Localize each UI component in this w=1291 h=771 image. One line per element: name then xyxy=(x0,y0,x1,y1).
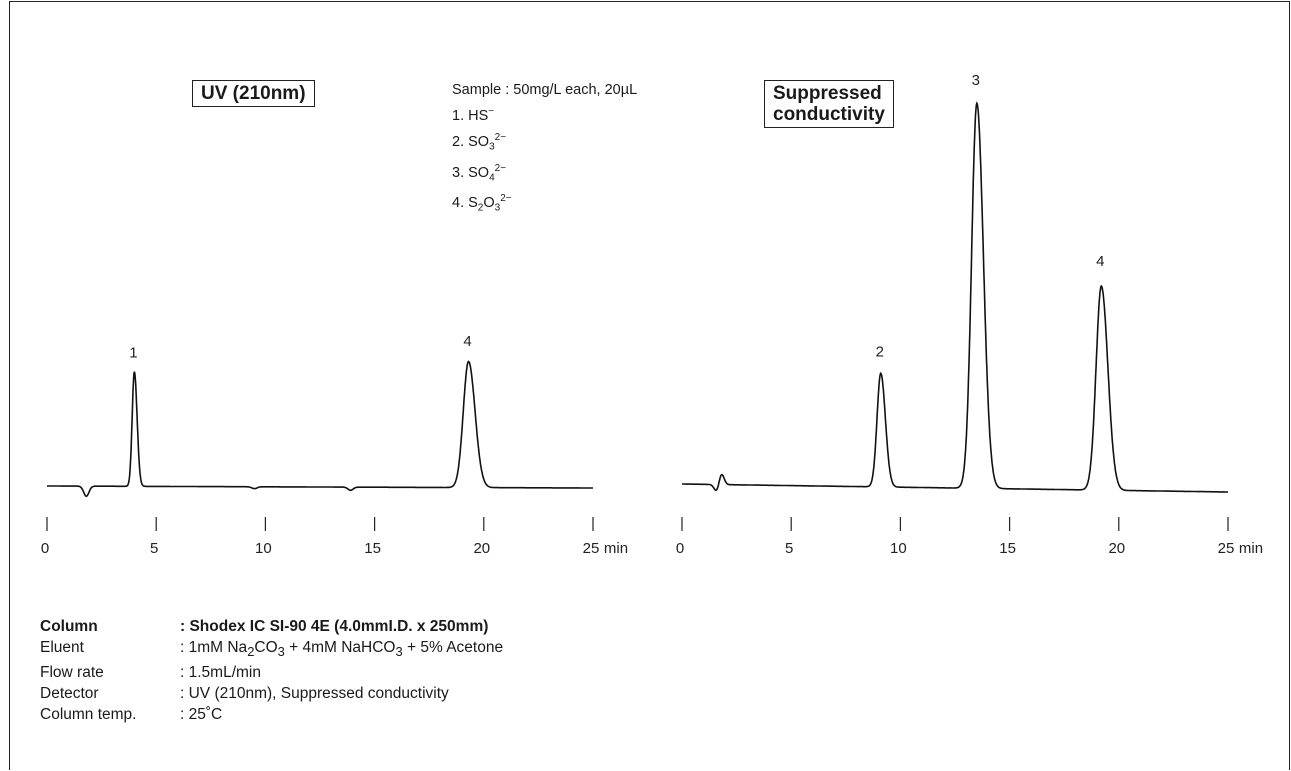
sample-header: Sample : 50mg/L each, 20µL xyxy=(452,82,638,98)
x-tick-label: 0 xyxy=(676,540,684,557)
condition-key: Column temp. xyxy=(40,706,137,724)
x-tick-label: 10 xyxy=(890,540,907,557)
condition-row: Column : Shodex IC SI-90 4E (4.0mmI.D. x … xyxy=(40,616,503,637)
figure-frame xyxy=(9,1,1290,770)
x-tick-label: 0 xyxy=(41,540,49,557)
condition-value-part: : 25˚C xyxy=(180,706,223,724)
x-tick-label: 15 xyxy=(999,540,1016,557)
sample-legend: Sample : 50mg/L each, 20µL 1. HS− 2. SO32… xyxy=(452,80,637,219)
condition-value-part: 3 xyxy=(395,644,403,660)
condition-value-part: + 4mM NaHCO xyxy=(284,639,396,656)
condition-value-part: 2 xyxy=(247,644,255,660)
condition-value-part: : 1mM Na xyxy=(180,639,248,656)
sample-item-formula-part: 2− xyxy=(494,131,507,143)
sample-item-formula-part: 3 xyxy=(489,141,495,153)
sample-item-number: 4. xyxy=(452,195,469,212)
chromatogram-trace-cond xyxy=(682,101,1228,493)
sample-item-number: 1. xyxy=(452,107,469,124)
peak-label: 3 xyxy=(972,72,980,89)
sample-item-formula-part: S xyxy=(468,195,478,212)
condition-row: Column temp. : 25˚C xyxy=(40,704,503,725)
x-axis-unit-label: min xyxy=(604,540,628,557)
condition-value-part: CO xyxy=(254,639,278,656)
condition-row: Eluent: 1mM Na2CO3 + 4mM NaHCO3 + 5% Ace… xyxy=(40,637,503,662)
condition-value-part: : 1.5mL/min xyxy=(180,664,261,682)
peak-label: 4 xyxy=(1096,253,1104,270)
cond-label-line2: conductivity xyxy=(773,104,885,125)
condition-row: Flow rate : 1.5mL/min xyxy=(40,662,503,683)
condition-value-part: 3 xyxy=(277,644,285,660)
condition-value: : UV (210nm), Suppressed conductivity xyxy=(180,683,449,704)
sample-item: 1. HS− xyxy=(452,101,637,127)
x-tick-label: 5 xyxy=(785,540,793,557)
sample-item-number: 3. xyxy=(452,164,469,181)
sample-item: 2. SO32− xyxy=(452,127,637,158)
condition-key: Detector xyxy=(40,685,99,703)
sample-items: 1. HS− 2. SO32− 3. SO42− 4. S2O32− xyxy=(452,101,637,219)
cond-label-line1: Suppressed xyxy=(773,83,882,104)
condition-row: Detector : UV (210nm), Suppressed conduct… xyxy=(40,683,503,704)
peak-label: 1 xyxy=(129,344,137,361)
conductivity-detector-label: Suppressed conductivity xyxy=(764,80,894,128)
sample-item: 3. SO42− xyxy=(452,158,637,189)
condition-value-part: + 5% Acetone xyxy=(402,639,504,656)
x-tick-label: 15 xyxy=(364,540,381,557)
x-axis-unit-label: min xyxy=(1239,540,1263,557)
sample-item-formula-part: O xyxy=(483,195,495,212)
condition-value: : 1mM Na2CO3 + 4mM NaHCO3 + 5% Acetone xyxy=(180,637,503,662)
sample-item: 4. S2O32− xyxy=(452,188,637,219)
x-tick-label: 20 xyxy=(473,540,490,557)
x-tick-label: 5 xyxy=(150,540,158,557)
x-tick-label: 20 xyxy=(1108,540,1125,557)
x-tick-label: 25 xyxy=(583,540,600,557)
x-tick-label: 25 xyxy=(1218,540,1235,557)
uv-label-text: UV (210nm) xyxy=(201,83,306,104)
conditions-table: Column : Shodex IC SI-90 4E (4.0mmI.D. x … xyxy=(40,616,503,725)
x-tick-label: 10 xyxy=(255,540,272,557)
condition-key: Column xyxy=(40,618,98,635)
sample-item-formula-part: SO xyxy=(468,164,490,181)
condition-value: : Shodex IC SI-90 4E (4.0mmI.D. x 250mm) xyxy=(180,616,488,637)
sample-item-formula-part: 4 xyxy=(489,172,495,184)
condition-value-part: : UV (210nm), Suppressed conductivity xyxy=(180,685,449,703)
sample-item-number: 2. xyxy=(452,133,469,150)
condition-key: Flow rate xyxy=(40,664,104,682)
peak-label: 2 xyxy=(876,343,884,360)
condition-value-part: : Shodex IC SI-90 4E (4.0mmI.D. x 250mm) xyxy=(180,618,489,635)
uv-detector-label: UV (210nm) xyxy=(192,80,315,107)
condition-value: : 1.5mL/min xyxy=(180,662,261,683)
sample-item-formula-part: SO xyxy=(468,133,490,150)
chromatogram-trace-uv xyxy=(47,360,593,498)
sample-item-formula-part: 2− xyxy=(500,193,512,205)
condition-value: : 25˚C xyxy=(180,704,222,725)
sample-item-formula-part: 3 xyxy=(494,202,501,214)
sample-item-formula-part: − xyxy=(488,106,495,117)
sample-item-formula-part: HS xyxy=(468,107,489,124)
sample-item-formula-part: 2 xyxy=(477,202,484,214)
peak-label: 4 xyxy=(463,333,471,350)
sample-item-formula-part: 2− xyxy=(494,162,507,174)
condition-key: Eluent xyxy=(40,639,84,656)
